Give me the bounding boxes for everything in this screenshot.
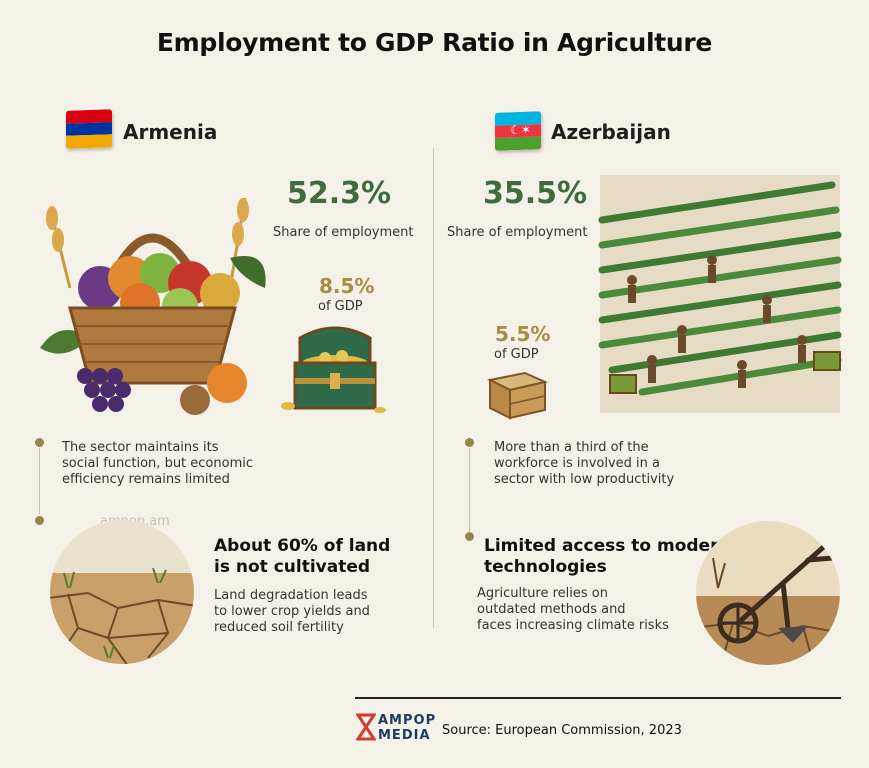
- armenia-heading: Armenia: [123, 120, 218, 144]
- footer-divider: [355, 697, 841, 699]
- ampop-logo-text: AMPOP: [378, 713, 437, 728]
- armenia-employment-label: Share of employment: [273, 225, 414, 240]
- page-title: Employment to GDP Ratio in Agriculture: [156, 28, 713, 57]
- azerbaijan-headline: Limited access to modern technologies: [484, 536, 731, 577]
- armenia-employment-value: 52.3%: [287, 176, 392, 211]
- armenia-note-bullet: [35, 438, 44, 447]
- armenia-note: The sector maintains its social function…: [62, 440, 254, 487]
- azerbaijan-bullet-line: [469, 448, 470, 532]
- ampop-logo-icon: [356, 713, 376, 741]
- wooden-crate-icon: [486, 371, 549, 420]
- treasure-chest-icon: [281, 326, 386, 413]
- source-citation: Source: European Commission, 2023: [442, 723, 682, 738]
- azerbaijan-employment-label: Share of employment: [447, 225, 588, 240]
- azerbaijan-body: Agriculture relies on outdated methods a…: [477, 586, 669, 633]
- azerbaijan-headline-bullet: [465, 532, 474, 541]
- azerbaijan-note-bullet: [465, 438, 474, 447]
- azerbaijan-gdp-value: 5.5%: [495, 322, 551, 346]
- crop-field-illustration: [598, 175, 842, 413]
- plough-illustration: [696, 521, 840, 665]
- column-divider: [433, 148, 434, 628]
- cracked-earth-illustration: [50, 520, 194, 664]
- azerbaijan-employment-value: 35.5%: [483, 176, 588, 211]
- armenia-headline: About 60% of land is not cultivated: [214, 536, 391, 577]
- azerbaijan-gdp-label: of GDP: [494, 347, 539, 362]
- media-logo-text: MEDIA: [378, 728, 431, 743]
- armenia-headline-bullet: [35, 516, 44, 525]
- armenia-gdp-value: 8.5%: [319, 274, 375, 298]
- armenia-gdp-label: of GDP: [318, 299, 363, 314]
- azerbaijan-heading: Azerbaijan: [551, 120, 671, 144]
- fruit-basket-illustration: [40, 197, 266, 415]
- azerbaijan-flag-icon: ☾✶: [495, 111, 541, 151]
- azerbaijan-note: More than a third of the workforce is in…: [494, 440, 675, 487]
- armenia-bullet-line: [39, 448, 40, 514]
- armenia-body: Land degradation leads to lower crop yie…: [214, 588, 370, 635]
- armenia-flag-icon: [66, 109, 112, 149]
